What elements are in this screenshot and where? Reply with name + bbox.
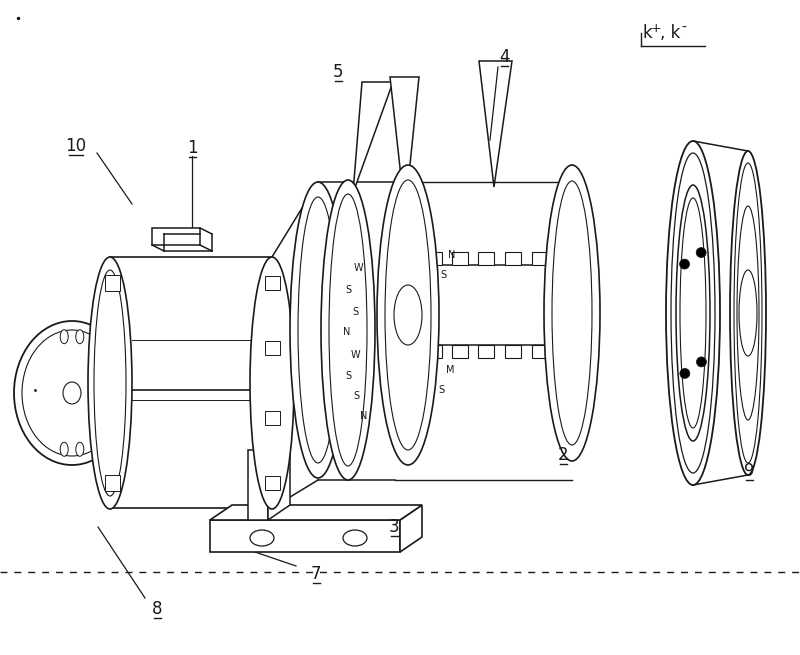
Text: 10: 10 [66,137,86,155]
Polygon shape [452,345,468,358]
Ellipse shape [680,198,706,428]
Text: N: N [448,250,456,260]
Ellipse shape [22,330,122,456]
Ellipse shape [60,442,68,457]
Text: S: S [438,385,444,395]
Ellipse shape [63,382,81,404]
Text: N: N [360,411,368,421]
Text: k: k [642,24,652,42]
Polygon shape [426,345,442,358]
Ellipse shape [94,270,126,496]
Ellipse shape [666,141,720,485]
Text: -: - [681,21,686,35]
Text: W: W [350,350,360,360]
Text: S: S [345,371,351,381]
Ellipse shape [290,182,346,478]
Polygon shape [532,252,548,265]
Text: 7: 7 [310,565,322,583]
Text: M: M [446,365,454,375]
Ellipse shape [321,180,375,480]
Ellipse shape [76,442,84,457]
Polygon shape [478,252,494,265]
Polygon shape [248,450,268,520]
Polygon shape [505,252,521,265]
Ellipse shape [250,530,274,546]
Polygon shape [395,265,565,345]
Ellipse shape [730,151,766,475]
Text: 2: 2 [558,446,568,464]
Ellipse shape [14,321,130,465]
Polygon shape [265,411,280,425]
Ellipse shape [676,185,710,441]
Text: S: S [352,307,358,317]
Polygon shape [105,275,120,291]
Polygon shape [210,505,422,520]
Ellipse shape [697,357,706,367]
Ellipse shape [60,329,68,344]
Text: 3: 3 [389,518,399,536]
Polygon shape [400,252,416,265]
Polygon shape [353,82,393,193]
Polygon shape [105,475,120,491]
Polygon shape [400,345,416,358]
Ellipse shape [680,368,690,379]
Text: 8: 8 [152,600,162,618]
Ellipse shape [76,329,84,344]
Polygon shape [210,520,400,552]
Text: 4: 4 [498,48,510,66]
Ellipse shape [394,285,422,345]
Polygon shape [532,345,548,358]
Ellipse shape [377,165,439,465]
Text: N: N [343,327,350,337]
Text: 9: 9 [744,462,754,480]
Polygon shape [268,435,290,520]
Polygon shape [505,345,521,358]
Ellipse shape [329,194,367,466]
Polygon shape [452,252,468,265]
Polygon shape [265,276,280,290]
Polygon shape [390,77,419,213]
Text: S: S [345,285,351,295]
Polygon shape [426,252,442,265]
Polygon shape [479,61,512,187]
Ellipse shape [737,206,759,420]
Text: +: + [651,22,662,35]
Ellipse shape [250,257,294,509]
Polygon shape [265,476,280,490]
Ellipse shape [696,248,706,257]
Ellipse shape [343,530,367,546]
Ellipse shape [544,165,600,461]
Ellipse shape [385,180,431,450]
Text: S: S [440,270,446,280]
Ellipse shape [679,259,690,269]
Text: 5: 5 [333,63,343,81]
Ellipse shape [739,270,757,356]
Ellipse shape [734,163,762,463]
Ellipse shape [298,197,338,463]
Text: , k: , k [660,24,680,42]
Ellipse shape [88,257,132,509]
Polygon shape [478,345,494,358]
Polygon shape [400,505,422,552]
Text: W: W [353,263,363,273]
Polygon shape [152,228,200,245]
Text: 1: 1 [186,139,198,157]
Ellipse shape [671,153,715,473]
Polygon shape [265,341,280,355]
Ellipse shape [552,181,592,445]
Text: S: S [353,391,359,401]
